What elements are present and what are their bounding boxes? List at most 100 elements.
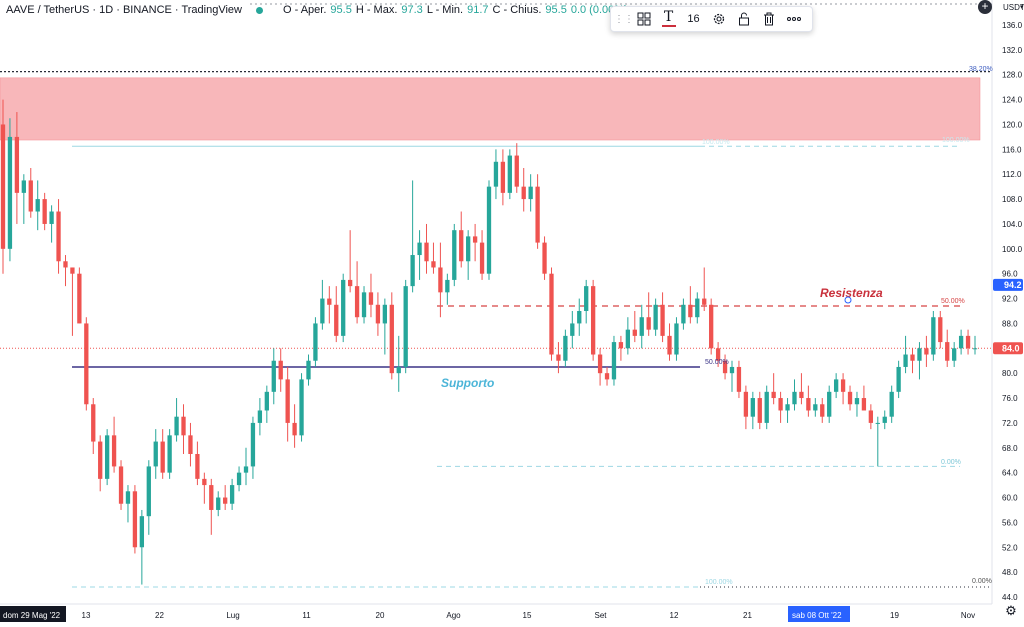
candle-body[interactable] — [639, 317, 644, 336]
candle-body[interactable] — [868, 410, 874, 423]
candles-group[interactable] — [0, 99, 978, 585]
candle-body[interactable] — [792, 391, 797, 405]
candle-body[interactable] — [70, 267, 75, 274]
candle-body[interactable] — [368, 292, 374, 305]
candle-body[interactable] — [695, 298, 700, 318]
candle-body[interactable] — [597, 354, 603, 374]
candle-body[interactable] — [764, 391, 769, 423]
candle-body[interactable] — [549, 273, 554, 355]
candle-body[interactable] — [757, 398, 762, 423]
time-axis[interactable] — [0, 605, 992, 622]
candle-body[interactable] — [202, 478, 207, 486]
candle-body[interactable] — [153, 441, 158, 467]
candle-body[interactable] — [813, 404, 818, 411]
candle-body[interactable] — [195, 454, 200, 479]
drag-handle-icon[interactable]: ⋮⋮ — [614, 13, 634, 25]
candle-body[interactable] — [750, 398, 755, 417]
candle-body[interactable] — [653, 304, 658, 330]
candle-body[interactable] — [854, 398, 860, 405]
candle-body[interactable] — [139, 516, 145, 548]
candle-body[interactable] — [910, 354, 915, 361]
candle-body[interactable] — [875, 422, 880, 424]
candle-body[interactable] — [778, 398, 783, 411]
candle-body[interactable] — [945, 342, 950, 361]
candle-body[interactable] — [590, 286, 596, 355]
candle-body[interactable] — [889, 391, 894, 417]
candle-body[interactable] — [799, 391, 804, 399]
text-color-button[interactable]: T — [656, 8, 681, 30]
candle-body[interactable] — [0, 124, 6, 249]
candle-body[interactable] — [292, 422, 297, 436]
candle-body[interactable] — [236, 472, 242, 486]
candle-body[interactable] — [820, 404, 825, 417]
candle-body[interactable] — [674, 323, 679, 355]
candle-body[interactable] — [21, 180, 26, 193]
candle-body[interactable] — [431, 261, 436, 268]
candle-body[interactable] — [965, 335, 971, 349]
candle-body[interactable] — [167, 435, 172, 473]
candle-body[interactable] — [14, 136, 20, 193]
candle-body[interactable] — [917, 348, 922, 361]
candle-body[interactable] — [972, 348, 978, 350]
add-plus-icon[interactable]: + — [978, 0, 992, 14]
price-axis[interactable] — [992, 0, 1024, 604]
support-label[interactable]: Supporto — [441, 376, 494, 390]
candle-body[interactable] — [417, 242, 422, 256]
candle-body[interactable] — [882, 416, 887, 423]
candle-body[interactable] — [736, 366, 742, 392]
candle-body[interactable] — [833, 379, 839, 392]
candle-body[interactable] — [466, 236, 471, 262]
candle-body[interactable] — [320, 298, 325, 324]
candle-body[interactable] — [146, 466, 151, 517]
candle-body[interactable] — [806, 398, 811, 411]
candle-body[interactable] — [160, 441, 165, 473]
candle-body[interactable] — [424, 242, 429, 262]
candle-body[interactable] — [660, 304, 665, 336]
candle-body[interactable] — [125, 491, 131, 504]
candle-body[interactable] — [611, 342, 617, 380]
candle-body[interactable] — [535, 186, 540, 243]
candle-body[interactable] — [410, 255, 415, 287]
candle-body[interactable] — [459, 230, 464, 262]
candle-body[interactable] — [952, 348, 957, 361]
chevron-down-icon[interactable]: ▾ — [1020, 4, 1024, 11]
candle-body[interactable] — [493, 161, 499, 187]
candle-body[interactable] — [570, 323, 575, 336]
candle-body[interactable] — [299, 379, 304, 436]
candle-body[interactable] — [577, 311, 582, 324]
candle-body[interactable] — [181, 416, 186, 436]
candle-body[interactable] — [42, 199, 47, 224]
candle-body[interactable] — [250, 422, 256, 467]
text-anchor-handle[interactable] — [844, 296, 852, 304]
candle-body[interactable] — [688, 304, 693, 318]
resistance-zone[interactable] — [0, 77, 981, 141]
candle-body[interactable] — [132, 491, 138, 548]
candle-body[interactable] — [584, 286, 589, 311]
candle-body[interactable] — [257, 410, 263, 423]
templates-button[interactable] — [631, 8, 656, 30]
candle-body[interactable] — [306, 360, 311, 380]
lock-button[interactable] — [731, 8, 756, 30]
candle-body[interactable] — [514, 155, 519, 187]
candle-body[interactable] — [327, 298, 332, 305]
symbol-legend[interactable]: AAVE / TetherUS · 1D · BINANCE · Trading… — [6, 4, 628, 16]
more-button[interactable] — [781, 8, 806, 30]
candle-body[interactable] — [563, 335, 568, 361]
candle-body[interactable] — [840, 379, 846, 392]
candle-body[interactable] — [722, 360, 728, 374]
candle-body[interactable] — [223, 497, 228, 504]
candle-body[interactable] — [98, 441, 103, 479]
candle-body[interactable] — [500, 161, 506, 193]
candle-body[interactable] — [278, 360, 283, 380]
candle-body[interactable] — [111, 435, 117, 467]
candle-body[interactable] — [472, 236, 478, 243]
candle-body[interactable] — [847, 391, 853, 405]
candle-body[interactable] — [313, 323, 318, 361]
candle-body[interactable] — [743, 391, 749, 417]
candle-body[interactable] — [7, 136, 13, 249]
candle-body[interactable] — [715, 348, 721, 361]
candle-body[interactable] — [618, 342, 624, 349]
candle-body[interactable] — [771, 391, 776, 399]
